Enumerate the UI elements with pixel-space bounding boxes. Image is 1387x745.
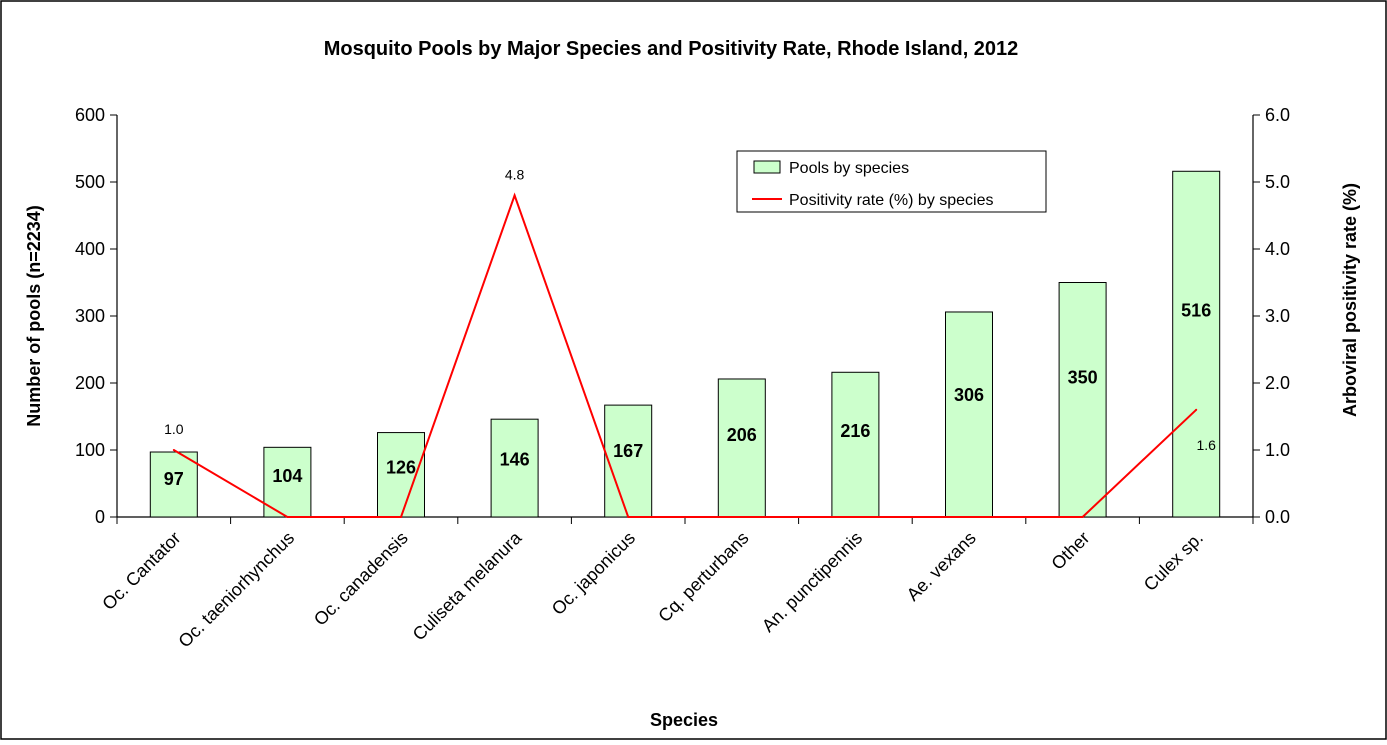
positivity-point bbox=[400, 516, 402, 518]
bar bbox=[149, 451, 198, 518]
y2-axis-title: Arboviral positivity rate (%) bbox=[1340, 183, 1360, 417]
y2-tick-label: 2.0 bbox=[1265, 373, 1290, 393]
bar-value-label: 516 bbox=[1181, 301, 1211, 321]
y-tick-label: 200 bbox=[75, 373, 105, 393]
y-tick-label: 400 bbox=[75, 239, 105, 259]
bar bbox=[717, 378, 766, 518]
positivity-rate-line bbox=[173, 192, 1197, 518]
positivity-point bbox=[1195, 408, 1198, 411]
bar-value-label: 126 bbox=[386, 457, 416, 477]
y-tick-label: 500 bbox=[75, 172, 105, 192]
y2-tick-label: 1.0 bbox=[1265, 440, 1290, 460]
positivity-point bbox=[1081, 516, 1084, 518]
y-tick-label: 0 bbox=[95, 507, 105, 527]
bar bbox=[1058, 282, 1107, 518]
bar-value-label: 167 bbox=[613, 441, 643, 461]
legend-box bbox=[736, 150, 1047, 213]
bar-value-label: 216 bbox=[840, 421, 870, 441]
y2-tick-label: 0.0 bbox=[1265, 507, 1290, 527]
positivity-value-label: 1.0 bbox=[164, 421, 184, 437]
y2-tick-label: 4.0 bbox=[1265, 239, 1290, 259]
bar bbox=[604, 404, 653, 518]
positivity-point bbox=[627, 516, 630, 518]
positivity-value-label: 4.8 bbox=[505, 166, 525, 182]
y-axis-title: Number of pools (n=2234) bbox=[24, 205, 44, 427]
positivity-point bbox=[854, 516, 857, 518]
y2-tick-label: 5.0 bbox=[1265, 172, 1290, 192]
bar bbox=[263, 446, 312, 518]
y-tick-label: 300 bbox=[75, 306, 105, 326]
positivity-point bbox=[513, 194, 516, 197]
bar bbox=[831, 371, 880, 518]
y2-tick-label: 3.0 bbox=[1265, 306, 1290, 326]
y-tick-label: 100 bbox=[75, 440, 105, 460]
bar-value-label: 350 bbox=[1068, 367, 1098, 387]
positivity-point bbox=[172, 449, 175, 451]
legend: Pools by species Positivity rate (%) by … bbox=[736, 150, 1047, 213]
bar-value-label: 104 bbox=[272, 466, 302, 486]
positivity-point bbox=[740, 516, 743, 518]
y-tick-label: 600 bbox=[75, 105, 105, 125]
legend-label-rate: Positivity rate (%) by species bbox=[789, 192, 994, 209]
chart-title: Mosquito Pools by Major Species and Posi… bbox=[324, 38, 1019, 60]
legend-label-pools: Pools by species bbox=[789, 160, 909, 177]
bar bbox=[945, 311, 993, 518]
y2-tick-label: 6.0 bbox=[1265, 105, 1290, 125]
positivity-value-label: 1.6 bbox=[1196, 437, 1216, 453]
bar-value-label: 206 bbox=[727, 425, 757, 445]
bar bbox=[1172, 170, 1221, 518]
positivity-point bbox=[968, 516, 970, 518]
bar-value-label: 306 bbox=[954, 385, 984, 405]
bar bbox=[490, 418, 539, 518]
bar-value-label: 97 bbox=[164, 469, 184, 489]
x-axis-title: Species bbox=[650, 710, 718, 730]
legend-swatch-pools bbox=[753, 160, 781, 174]
bar-value-label: 146 bbox=[500, 449, 530, 469]
positivity-point bbox=[286, 516, 289, 518]
